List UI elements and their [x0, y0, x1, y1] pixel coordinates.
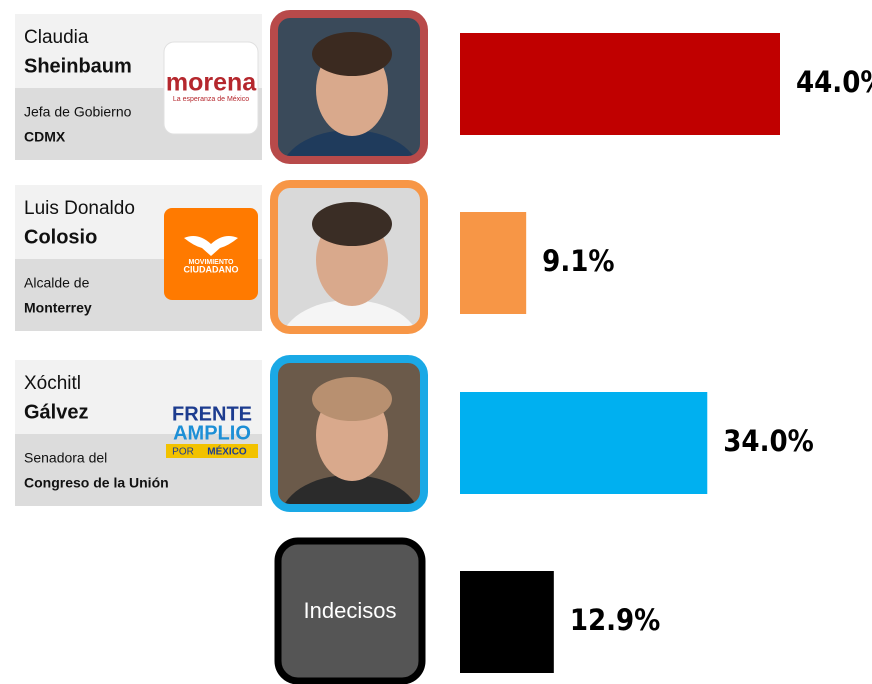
logo-text: AMPLIO — [173, 422, 251, 444]
undecided-label: Indecisos — [304, 598, 397, 623]
logo-text: POR — [172, 447, 194, 458]
first-name: Luis Donaldo — [24, 198, 135, 219]
place: Monterrey — [24, 300, 92, 316]
bar — [460, 212, 526, 314]
first-name: Xóchitl — [24, 373, 81, 394]
value-label: 12.9% — [570, 603, 661, 637]
role: Jefa de Gobierno — [24, 104, 132, 120]
photo-part — [312, 377, 392, 421]
value-label: 34.0% — [723, 424, 814, 458]
role: Alcalde de — [24, 275, 90, 291]
value-label: 9.1% — [542, 244, 614, 278]
photo-part — [312, 32, 392, 76]
logo-text: CIUDADANO — [184, 264, 239, 274]
last-name: Sheinbaum — [24, 55, 132, 77]
photo-part — [312, 202, 392, 246]
first-name: Claudia — [24, 27, 89, 48]
last-name: Gálvez — [24, 401, 88, 423]
chart: Claudia Sheinbaum Jefa de Gobierno CDMX Luis… — [0, 0, 872, 684]
logo-text: morena — [166, 69, 257, 97]
role: Senadora del — [24, 450, 107, 466]
bar — [460, 392, 707, 494]
value-label: 44.0% — [796, 65, 872, 99]
logo-text: MÉXICO — [207, 445, 247, 458]
logo-text: La esperanza de México — [173, 96, 249, 103]
bar — [460, 571, 554, 673]
place: CDMX — [24, 129, 66, 145]
bar — [460, 33, 780, 135]
last-name: Colosio — [24, 226, 97, 248]
place: Congreso de la Unión — [24, 475, 169, 491]
